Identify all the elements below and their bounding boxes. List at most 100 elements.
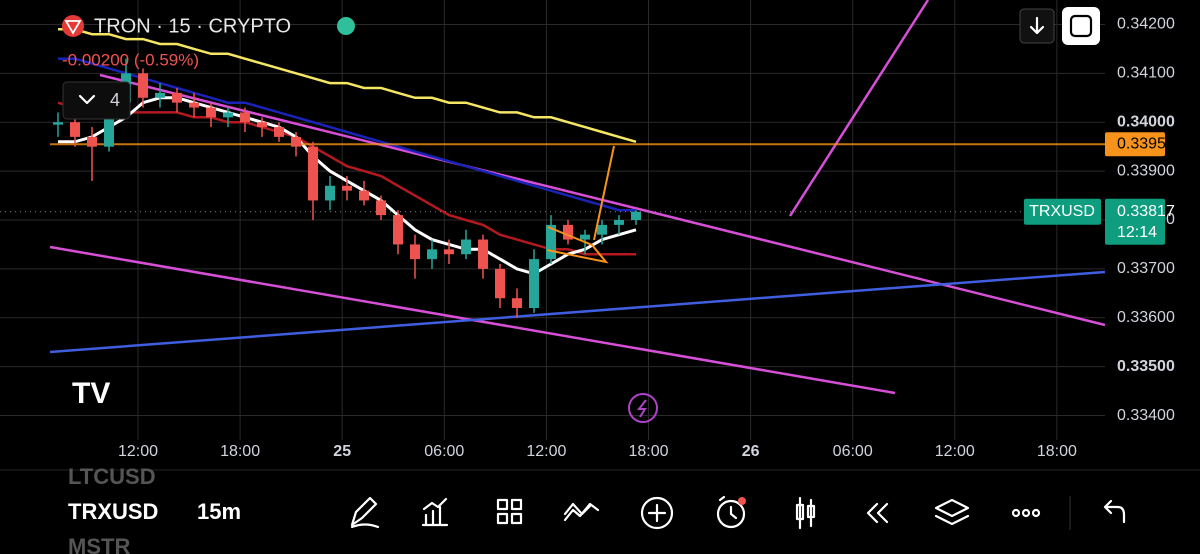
candle-body xyxy=(138,73,148,98)
undo-icon[interactable] xyxy=(1103,499,1126,524)
replay-icon[interactable] xyxy=(866,502,889,524)
add-icon xyxy=(647,503,667,523)
watchlist-item[interactable]: LTCUSD xyxy=(68,464,156,489)
y-tick-label: 0.34200 xyxy=(1117,16,1175,33)
candle-body xyxy=(240,112,250,123)
x-tick-label: 06:00 xyxy=(833,443,873,460)
alert-icon xyxy=(718,495,738,520)
tv-logo: TV xyxy=(72,377,110,410)
countdown-label: 12:14 xyxy=(1117,224,1157,241)
more-icon[interactable] xyxy=(1011,508,1021,518)
last-price-box xyxy=(1105,198,1165,245)
time-grid xyxy=(137,0,1058,440)
y-tick-label: 0.33600 xyxy=(1117,309,1175,326)
plot xyxy=(0,28,1105,318)
symbol-title[interactable]: TRON · 15 · CRYPTO xyxy=(94,15,291,37)
candle-body xyxy=(172,92,182,103)
more-icon xyxy=(1021,508,1031,518)
y-tick-label: 0.33700 xyxy=(1117,260,1175,277)
alert-icon[interactable] xyxy=(716,499,746,529)
indicators-icon[interactable] xyxy=(421,497,449,527)
x-tick-label: 26 xyxy=(742,443,760,460)
candle-body xyxy=(359,190,369,201)
y-tick-label: 0.34100 xyxy=(1117,65,1175,82)
add-icon[interactable] xyxy=(640,496,674,530)
grid xyxy=(0,23,1105,417)
candle-body xyxy=(274,127,284,137)
fullscreen-button[interactable] xyxy=(1062,7,1100,45)
candle-body xyxy=(546,224,556,260)
y-tick-label: 0.33400 xyxy=(1117,407,1175,424)
chevron-icon xyxy=(78,94,96,105)
x-tick-label: 25 xyxy=(333,443,351,460)
x-tick-label: 12:00 xyxy=(526,443,566,460)
candle-body xyxy=(393,215,403,245)
candle-body xyxy=(53,122,63,125)
lightning-button[interactable] xyxy=(628,393,658,423)
candle-body xyxy=(206,107,216,118)
projection-line xyxy=(593,145,615,241)
watchlist-item[interactable]: MSTR xyxy=(68,534,130,554)
candle-body xyxy=(155,92,165,98)
trendline xyxy=(49,270,1106,354)
x-tick-label: 18:00 xyxy=(628,443,668,460)
level-label-box xyxy=(1105,132,1165,157)
x-tick-label: 12:00 xyxy=(118,443,158,460)
level-label: 0.33955 xyxy=(1117,135,1175,152)
x-tick-label: 06:00 xyxy=(424,443,464,460)
toolbar-interval[interactable]: 15m xyxy=(197,499,241,524)
lightning-icon xyxy=(636,399,647,418)
chart-type-icon[interactable] xyxy=(795,496,816,530)
candle-body xyxy=(291,136,301,147)
candle-body xyxy=(563,224,573,240)
candle-body xyxy=(512,298,522,308)
price-axis: 0.342000.341000.340000.339000.338000.337… xyxy=(118,16,1175,461)
indicator-count: 4 xyxy=(110,90,120,110)
candle-body xyxy=(257,122,267,128)
candle-body xyxy=(189,102,199,108)
y-tick-label: 0.34000 xyxy=(1117,113,1175,130)
candle-body xyxy=(223,112,233,118)
last-price-label: 0.33817 xyxy=(1117,203,1175,220)
symbol-label: TRXUSD xyxy=(1029,203,1095,220)
moving-average xyxy=(58,57,636,212)
candle-body xyxy=(614,220,624,225)
candle-body xyxy=(325,185,335,201)
candle-body xyxy=(104,102,114,147)
candle-body xyxy=(87,136,97,147)
x-tick-label: 12:00 xyxy=(935,443,975,460)
coin-icon xyxy=(64,20,82,35)
candle-body xyxy=(580,234,590,240)
fullscreen-icon xyxy=(1069,14,1093,38)
layout-icon[interactable] xyxy=(496,498,523,525)
down-icon xyxy=(1029,16,1045,35)
candle-body xyxy=(529,259,539,308)
alert-dot xyxy=(738,497,746,505)
candle-body xyxy=(410,244,420,260)
y-tick-label: 0.33500 xyxy=(1117,358,1175,375)
candle-body xyxy=(427,249,437,260)
toolbar-icons xyxy=(350,495,1126,530)
symbol-label-box xyxy=(1024,198,1101,225)
candle-body xyxy=(631,211,641,220)
indicator-toggle[interactable] xyxy=(62,81,131,120)
candle-body xyxy=(376,200,386,216)
toolbar-symbol[interactable]: TRXUSD xyxy=(68,499,158,524)
x-tick-label: 18:00 xyxy=(220,443,260,460)
candle-body xyxy=(342,185,352,191)
wedge-drawing xyxy=(546,226,609,264)
candle-body xyxy=(478,239,488,269)
layers-icon[interactable] xyxy=(934,498,970,526)
y-tick-label: 0.33900 xyxy=(1117,162,1175,179)
candle-body xyxy=(444,249,454,255)
moving-average xyxy=(58,28,637,144)
compare-icon[interactable] xyxy=(563,502,600,522)
price-change: -0.00200 (-0.59%) xyxy=(62,50,199,69)
trendline xyxy=(788,0,930,217)
more-icon xyxy=(1031,508,1041,518)
candle-body xyxy=(495,268,505,299)
candle-body xyxy=(461,239,471,255)
candle-body xyxy=(70,122,80,137)
draw-icon[interactable] xyxy=(350,496,380,529)
